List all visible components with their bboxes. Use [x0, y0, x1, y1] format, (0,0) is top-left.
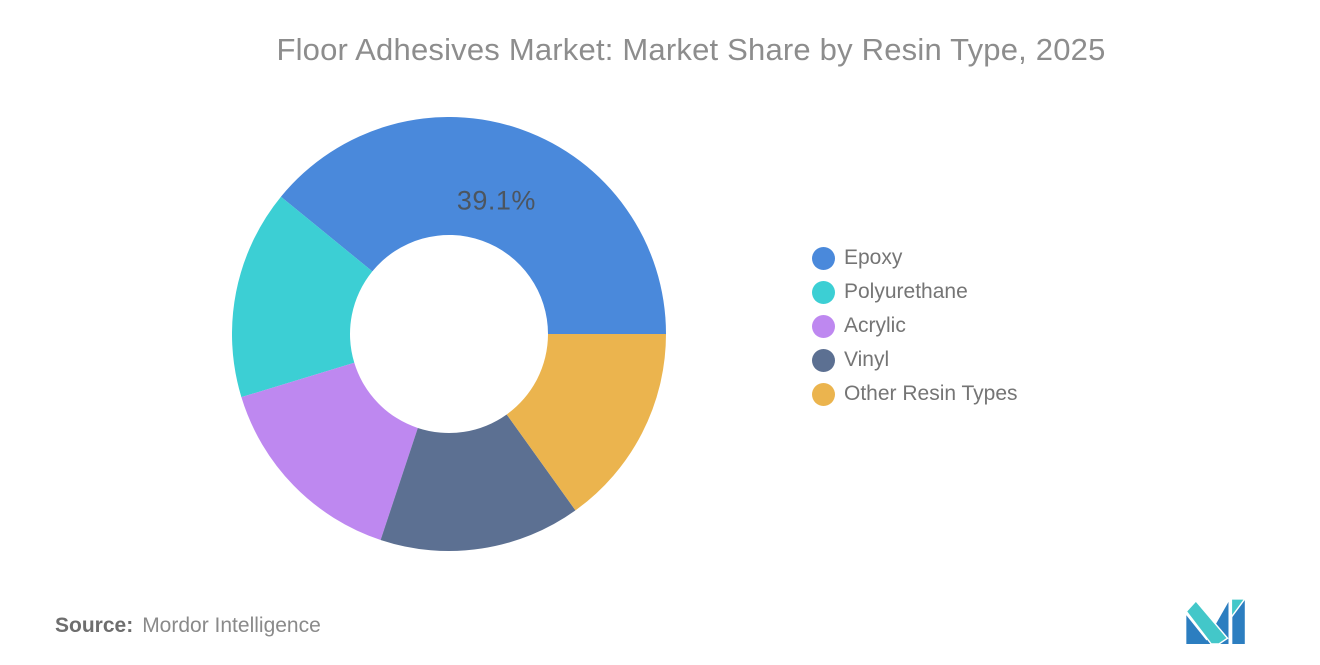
source-label: Source:: [55, 614, 134, 637]
legend-label-vinyl: Vinyl: [844, 348, 890, 371]
legend-label-acrylic: Acrylic: [844, 314, 906, 337]
legend-swatch-polyurethane: [812, 280, 835, 304]
legend-item-acrylic[interactable]: Acrylic: [812, 314, 1018, 338]
legend-item-vinyl[interactable]: Vinyl: [812, 348, 1018, 372]
legend-label-epoxy: Epoxy: [844, 246, 903, 269]
chart-legend: Epoxy Polyurethane Acrylic Vinyl Other Resin…: [812, 246, 1018, 416]
donut-chart: [232, 117, 666, 551]
slice-label-epoxy: 39.1%: [456, 185, 536, 216]
pie-slice-epoxy[interactable]: [280, 117, 666, 334]
legend-label-other-resin-types: Other Resin Types: [844, 382, 1018, 405]
legend-item-polyurethane[interactable]: Polyurethane: [812, 280, 1018, 304]
logo-teal-stripe: [1185, 599, 1229, 644]
logo-teal-wedge: [1230, 598, 1247, 620]
pie-slice-other-resin-types[interactable]: [506, 334, 666, 511]
source-text: Mordor Intelligence: [142, 614, 321, 637]
legend-swatch-acrylic: [812, 314, 835, 338]
legend-swatch-vinyl: [812, 348, 835, 372]
pie-slice-vinyl[interactable]: [380, 414, 576, 551]
logo-left-triangle: [1186, 615, 1210, 644]
legend-item-epoxy[interactable]: Epoxy: [812, 246, 1018, 270]
pie-slice-polyurethane[interactable]: [232, 196, 373, 398]
source-line: Source: Mordor Intelligence: [55, 614, 321, 638]
legend-label-polyurethane: Polyurethane: [844, 280, 968, 303]
mordor-intelligence-logo: [1185, 598, 1247, 644]
pie-slice-acrylic[interactable]: [241, 362, 418, 540]
legend-swatch-epoxy: [812, 246, 835, 270]
chart-title: Floor Adhesives Market: Market Share by …: [276, 32, 1106, 67]
legend-swatch-other-resin-types: [812, 382, 835, 406]
legend-item-other-resin-types[interactable]: Other Resin Types: [812, 382, 1018, 406]
